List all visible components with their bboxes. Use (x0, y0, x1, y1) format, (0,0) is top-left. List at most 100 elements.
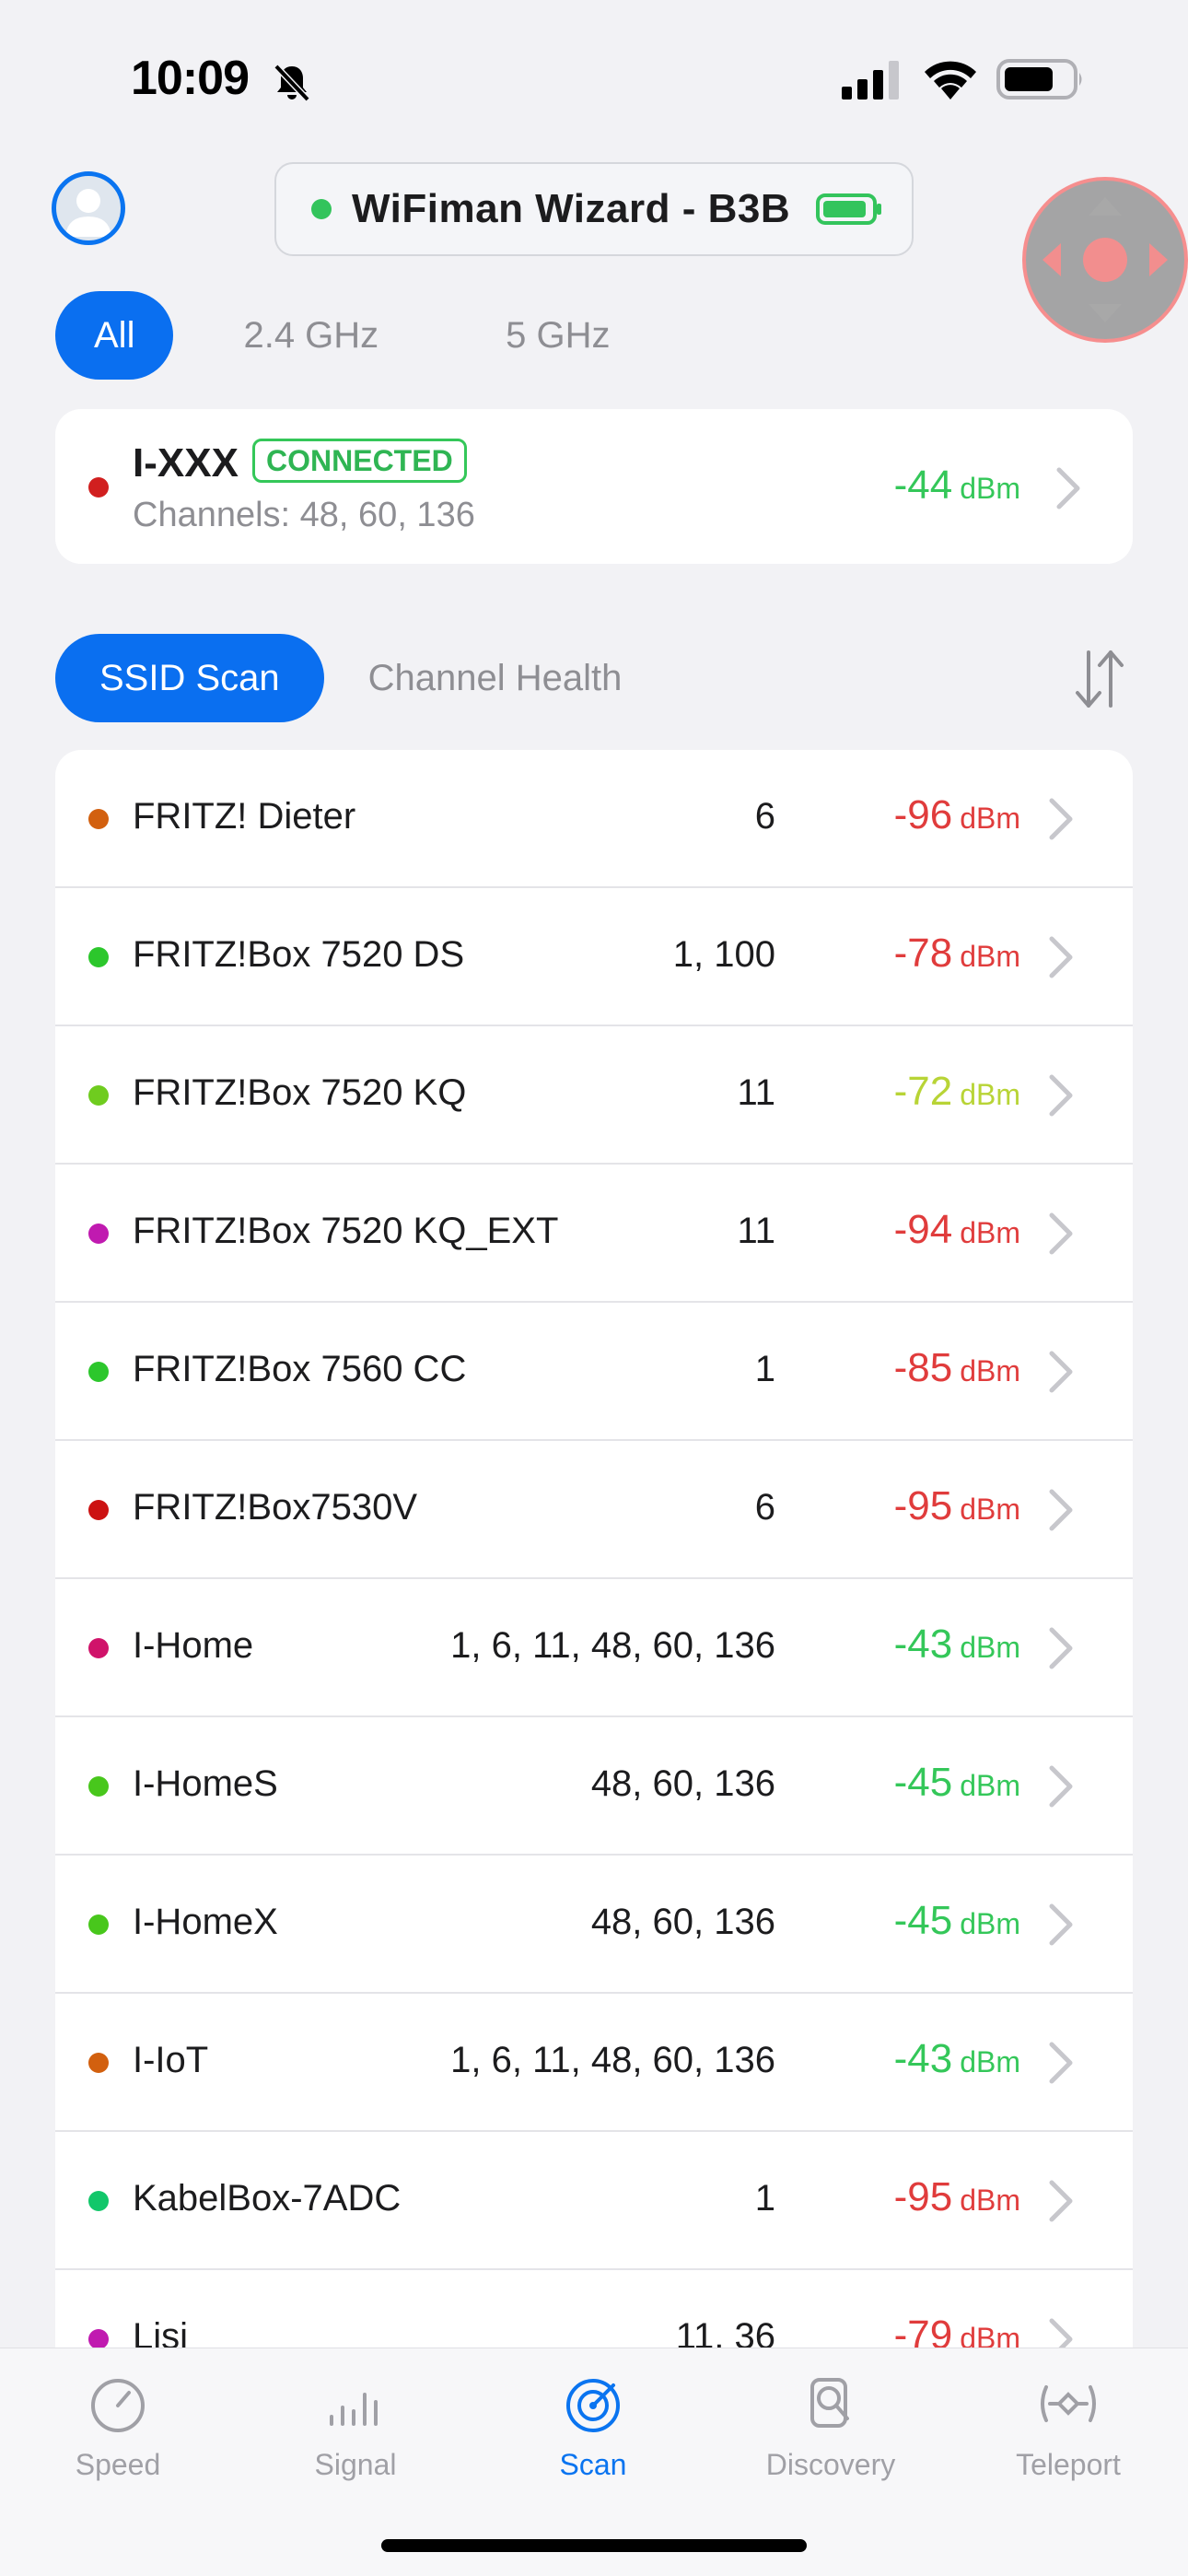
network-row[interactable]: FRITZ!Box 7520 KQ 11 -72 dBm (55, 1026, 1133, 1165)
tab-ssid-scan[interactable]: SSID Scan (55, 634, 324, 722)
network-signal-unit: dBm (960, 1631, 1020, 1664)
ssid-list: FRITZ! Dieter 6 -96 dBm FRITZ!Box 7520 DS… (55, 750, 1133, 2353)
connected-signal-unit: dBm (960, 472, 1020, 505)
connected-signal-value: -44 (893, 463, 953, 508)
tab-speed[interactable]: Speed (17, 2371, 219, 2500)
chevron-right-icon (1049, 2042, 1073, 2084)
network-row[interactable]: Lisi 11, 36 -79 dBm (55, 2270, 1133, 2353)
network-name: I-Home (133, 1625, 254, 1666)
tab-channel-health[interactable]: Channel Health (367, 657, 623, 698)
network-signal-value: -72 (893, 1069, 953, 1114)
network-status-dot (88, 2329, 109, 2349)
floating-joystick[interactable] (1022, 177, 1188, 343)
tab-signal[interactable]: Signal (254, 2371, 457, 2500)
device-selector[interactable]: WiFiman Wizard - B3B (274, 162, 914, 256)
tab-speed-label: Speed (75, 2448, 161, 2481)
network-status-dot (88, 2053, 109, 2073)
tab-teleport[interactable]: Teleport (967, 2371, 1170, 2500)
tab-discovery[interactable]: Discovery (729, 2371, 932, 2500)
network-signal: -72 dBm (894, 1069, 1020, 1115)
network-status-dot (88, 809, 109, 829)
network-row[interactable]: FRITZ!Box 7520 DS 1, 100 -78 dBm (55, 888, 1133, 1026)
device-battery-icon (816, 193, 882, 225)
bottom-tab-bar: Speed Signal Scan Discovery (0, 2348, 1188, 2576)
network-signal-value: -79 (893, 2313, 953, 2353)
network-signal-value: -95 (893, 1483, 953, 1528)
chevron-right-icon (1049, 2180, 1073, 2222)
network-name: FRITZ! Dieter (133, 796, 356, 837)
band-tab-all[interactable]: All (55, 291, 174, 380)
chevron-right-icon (1049, 1351, 1073, 1393)
network-signal: -78 dBm (894, 931, 1020, 977)
device-name: WiFiman Wizard - B3B (352, 186, 791, 231)
network-signal-unit: dBm (960, 802, 1020, 835)
network-name: FRITZ!Box7530V (133, 1487, 418, 1528)
network-signal-unit: dBm (960, 2184, 1020, 2217)
connected-network-card[interactable]: I-XXX CONNECTED Channels: 48, 60, 136 -4… (55, 409, 1133, 564)
connected-badge: CONNECTED (252, 439, 467, 483)
network-signal: -95 dBm (894, 2174, 1020, 2220)
network-row[interactable]: I-HomeX 48, 60, 136 -45 dBm (55, 1856, 1133, 1994)
network-channels: 11, 36 (675, 2316, 775, 2353)
network-row[interactable]: I-Home 1, 6, 11, 48, 60, 136 -43 dBm (55, 1579, 1133, 1717)
network-status-dot (88, 1224, 109, 1244)
dpad-icon (1042, 197, 1168, 322)
network-name: FRITZ!Box 7520 DS (133, 934, 465, 975)
signal-bars-icon (330, 2393, 378, 2426)
tab-scan[interactable]: Scan (492, 2371, 694, 2500)
band-tab-2-4ghz[interactable]: 2.4 GHz (243, 314, 379, 356)
chevron-right-icon (1049, 1489, 1073, 1531)
network-signal-unit: dBm (960, 2045, 1020, 2078)
network-row[interactable]: FRITZ!Box7530V 6 -95 dBm (55, 1441, 1133, 1579)
network-signal-value: -94 (893, 1207, 953, 1252)
network-name: KabelBox-7ADC (133, 2178, 402, 2219)
network-signal: -45 dBm (894, 1760, 1020, 1806)
network-signal-value: -45 (893, 1760, 953, 1805)
home-indicator (381, 2539, 807, 2552)
network-row[interactable]: I-HomeS 48, 60, 136 -45 dBm (55, 1717, 1133, 1856)
network-signal: -96 dBm (894, 792, 1020, 838)
network-channels: 48, 60, 136 (590, 1763, 775, 1804)
bell-slash-icon (274, 64, 310, 102)
status-bar: 10:09 (0, 0, 1188, 157)
network-name: FRITZ!Box 7520 KQ (133, 1072, 467, 1113)
status-time: 10:09 (131, 52, 250, 105)
network-channels: 11 (737, 1072, 775, 1113)
network-row[interactable]: KabelBox-7ADC 1 -95 dBm (55, 2132, 1133, 2270)
network-row[interactable]: FRITZ!Box 7560 CC 1 -85 dBm (55, 1303, 1133, 1441)
network-signal-value: -96 (893, 792, 953, 837)
chevron-right-icon (1049, 1903, 1073, 1946)
connected-ssid: I-XXX (133, 440, 239, 486)
network-channels: 6 (754, 1487, 775, 1528)
teleport-icon (1041, 2385, 1096, 2422)
band-tab-5ghz[interactable]: 5 GHz (506, 314, 611, 356)
network-signal: -43 dBm (894, 2036, 1020, 2082)
network-status-dot (88, 1914, 109, 1935)
avatar-button[interactable] (52, 171, 125, 245)
scan-mode-tabs: SSID Scan Channel Health (55, 634, 666, 722)
tab-scan-label: Scan (559, 2448, 627, 2481)
network-signal: -94 dBm (894, 1207, 1020, 1253)
radar-icon (566, 2379, 620, 2432)
network-channels: 1, 6, 11, 48, 60, 136 (450, 2040, 775, 2080)
sort-icon[interactable] (1072, 647, 1127, 711)
network-status-dot (88, 1362, 109, 1382)
speedometer-icon (91, 2379, 145, 2432)
network-signal: -95 dBm (894, 1483, 1020, 1529)
battery-icon (996, 59, 1082, 100)
network-status-dot (88, 1776, 109, 1797)
network-signal-unit: dBm (960, 1078, 1020, 1111)
wifi-icon (925, 61, 976, 100)
network-row[interactable]: FRITZ! Dieter 6 -96 dBm (55, 750, 1133, 888)
network-signal-unit: dBm (960, 1493, 1020, 1526)
network-signal: -45 dBm (894, 1898, 1020, 1944)
network-signal-unit: dBm (960, 940, 1020, 973)
chevron-right-icon (1049, 1627, 1073, 1669)
chevron-right-icon (1049, 1074, 1073, 1117)
network-signal-unit: dBm (960, 1907, 1020, 1940)
network-row[interactable]: I-IoT 1, 6, 11, 48, 60, 136 -43 dBm (55, 1994, 1133, 2132)
chevron-right-icon (1049, 1212, 1073, 1255)
network-row[interactable]: FRITZ!Box 7520 KQ_EXT 11 -94 dBm (55, 1165, 1133, 1303)
network-channels: 6 (754, 796, 775, 837)
device-status-dot (311, 199, 332, 219)
